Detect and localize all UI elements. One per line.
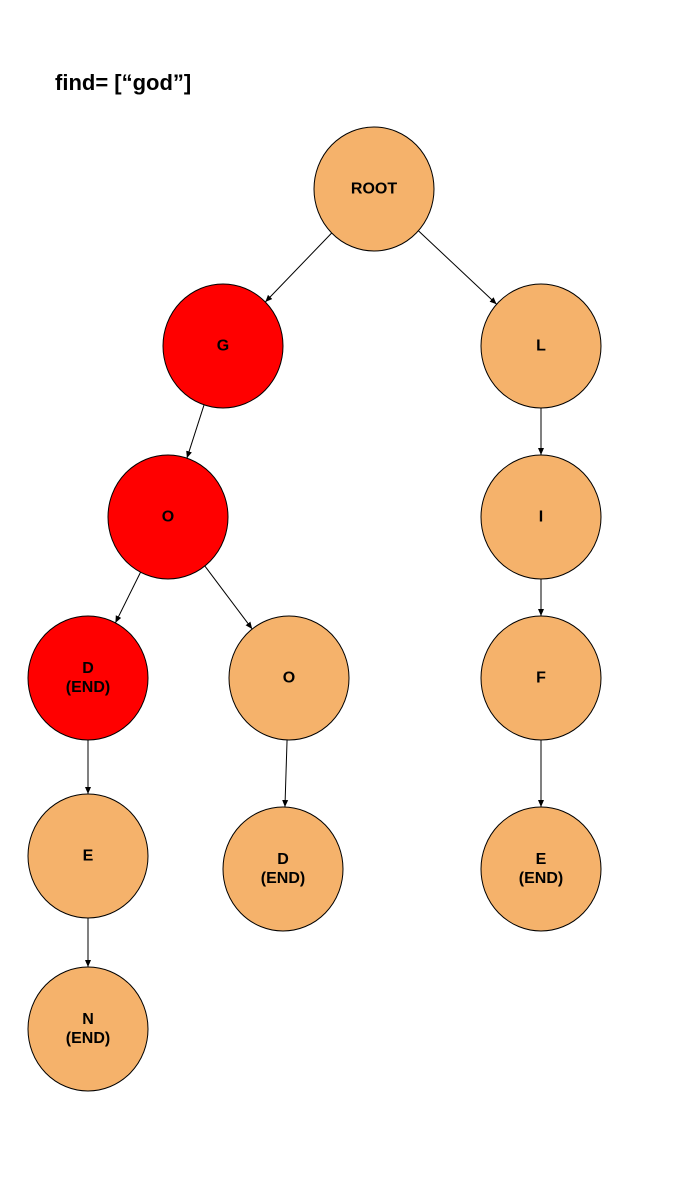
node-label: (END) bbox=[66, 679, 110, 696]
node-label: I bbox=[539, 509, 543, 526]
edge-root-to-g bbox=[264, 232, 333, 303]
trie-node-e1: E bbox=[27, 793, 149, 919]
node-label: N bbox=[82, 1011, 94, 1028]
node-label: (END) bbox=[261, 870, 305, 887]
node-label: F bbox=[536, 670, 546, 687]
edges-layer bbox=[85, 230, 544, 967]
node-label: L bbox=[536, 338, 546, 355]
node-circle bbox=[27, 793, 149, 919]
node-circle bbox=[480, 454, 602, 580]
edge-g-to-o1 bbox=[186, 404, 205, 459]
trie-node-o2: O bbox=[228, 615, 350, 741]
node-label: O bbox=[283, 670, 295, 687]
trie-node-i: I bbox=[480, 454, 602, 580]
trie-node-f: F bbox=[480, 615, 602, 741]
trie-node-o1: O bbox=[107, 454, 229, 580]
node-circle bbox=[480, 806, 602, 932]
highlighted-node-circle bbox=[107, 454, 229, 580]
trie-node-root: ROOT bbox=[313, 126, 435, 252]
node-circle bbox=[313, 126, 435, 252]
edge-root-to-l bbox=[418, 230, 497, 305]
node-label: (END) bbox=[66, 1030, 110, 1047]
node-label: D bbox=[82, 660, 94, 677]
node-label: (END) bbox=[519, 870, 563, 887]
highlighted-node-circle bbox=[162, 283, 284, 409]
node-label: O bbox=[162, 509, 174, 526]
trie-node-g: G bbox=[162, 283, 284, 409]
trie-node-e2: E (END) bbox=[480, 806, 602, 932]
node-circle bbox=[228, 615, 350, 741]
nodes-layer: ROOT G L O I D (END) O F E D (END) E (END) N (END) bbox=[27, 126, 602, 1092]
node-label: E bbox=[536, 851, 547, 868]
edge-o1-to-d1 bbox=[114, 571, 142, 624]
trie-node-d2: D (END) bbox=[222, 806, 344, 932]
node-circle bbox=[480, 283, 602, 409]
edge-o1-to-o2 bbox=[204, 565, 253, 630]
trie-node-l: L bbox=[480, 283, 602, 409]
node-circle bbox=[27, 966, 149, 1092]
highlighted-node-circle bbox=[27, 615, 149, 741]
trie-node-n: N (END) bbox=[27, 966, 149, 1092]
node-label: ROOT bbox=[351, 181, 397, 198]
node-label: D bbox=[277, 851, 289, 868]
node-label: E bbox=[83, 848, 94, 865]
node-label: G bbox=[217, 338, 229, 355]
find-query-title: find= [“god”] bbox=[55, 70, 192, 95]
node-circle bbox=[480, 615, 602, 741]
edge-o2-to-d2 bbox=[282, 739, 289, 808]
node-circle bbox=[222, 806, 344, 932]
trie-node-d1: D (END) bbox=[27, 615, 149, 741]
